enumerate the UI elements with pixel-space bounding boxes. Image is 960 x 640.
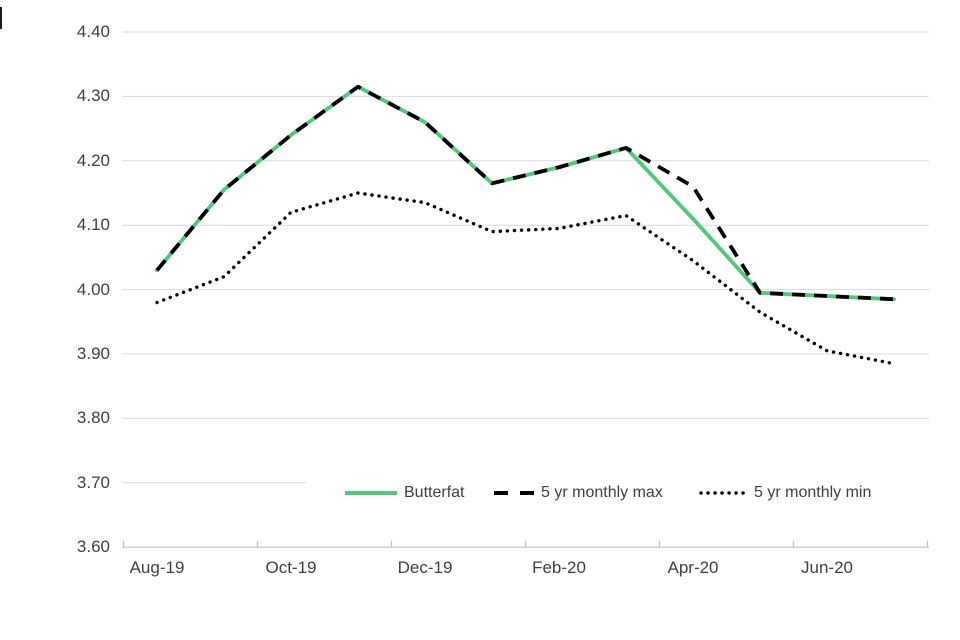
series-line-butterfat <box>155 84 896 302</box>
y-axis-label: 4.10 <box>76 215 110 235</box>
y-axis-label: 4.40 <box>76 22 110 41</box>
x-axis-label: Feb-20 <box>532 558 586 577</box>
series-line-5-yr-monthly-max <box>155 84 895 302</box>
legend: Butterfat 5 yr monthly max 5 yr monthly … <box>306 476 932 510</box>
legend-item-max: 5 yr monthly max <box>494 476 663 510</box>
y-axis-label: 3.90 <box>76 344 110 363</box>
dotted-line-swatch-icon <box>699 491 747 495</box>
y-axis-label: 4.00 <box>76 279 110 299</box>
x-axis-label: Oct-19 <box>265 558 317 577</box>
y-axis-label: 3.80 <box>76 408 110 428</box>
dashed-line-swatch-icon <box>494 491 534 495</box>
legend-item-butterfat: Butterfat <box>345 476 464 510</box>
y-axis-label: 3.60 <box>76 537 110 557</box>
y-axis-label: 4.20 <box>76 150 110 170</box>
y-axis-label: 4.30 <box>76 86 110 106</box>
solid-line-swatch-icon <box>345 491 397 495</box>
y-axis-label: 3.70 <box>76 472 110 492</box>
legend-item-min: 5 yr monthly min <box>699 476 871 510</box>
x-axis-label: Jun-20 <box>801 558 853 577</box>
x-axis-label: Apr-20 <box>667 558 719 577</box>
series-line-5-yr-monthly-min <box>155 191 896 366</box>
legend-label-min: 5 yr monthly min <box>754 484 872 501</box>
x-axis-label: Dec-19 <box>397 558 453 577</box>
x-axis-label: Aug-19 <box>129 558 185 577</box>
legend-label-max: 5 yr monthly max <box>541 484 663 501</box>
legend-label-butterfat: Butterfat <box>404 484 465 501</box>
screen-edge-artifact <box>0 7 2 29</box>
